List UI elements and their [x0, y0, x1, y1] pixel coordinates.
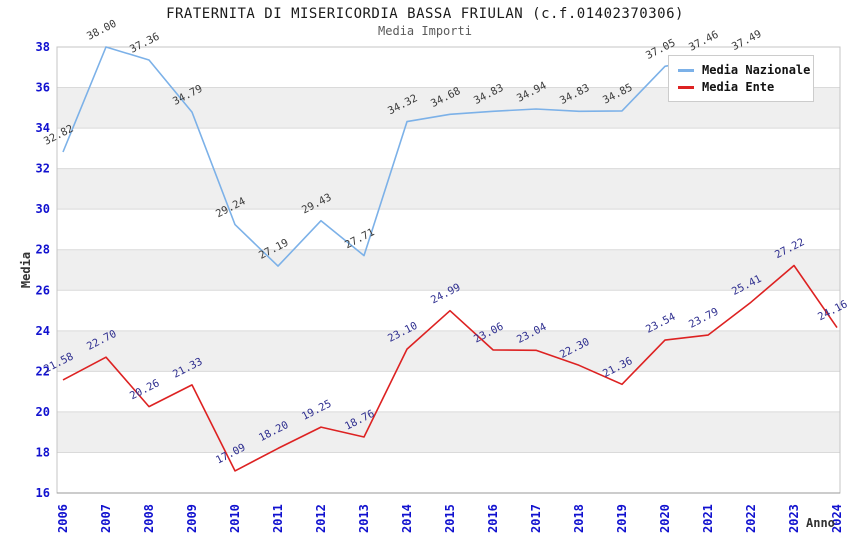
svg-text:23.79: 23.79: [687, 306, 721, 331]
svg-text:2012: 2012: [314, 504, 328, 533]
svg-text:37.36: 37.36: [128, 31, 162, 56]
legend-label: Media Ente: [702, 80, 775, 94]
svg-text:38: 38: [36, 40, 50, 54]
svg-text:2010: 2010: [228, 504, 242, 533]
svg-text:2013: 2013: [357, 504, 371, 533]
svg-text:2024: 2024: [830, 504, 844, 533]
svg-text:30: 30: [36, 202, 50, 216]
svg-text:2006: 2006: [56, 504, 70, 533]
legend-item-media-nazionale: Media Nazionale: [678, 63, 810, 77]
svg-text:2015: 2015: [443, 504, 457, 533]
svg-text:24.16: 24.16: [816, 298, 850, 323]
svg-text:2016: 2016: [486, 504, 500, 533]
svg-text:2007: 2007: [99, 504, 113, 533]
svg-text:36: 36: [36, 81, 50, 95]
legend-label: Media Nazionale: [702, 63, 811, 77]
svg-text:2011: 2011: [271, 504, 285, 533]
svg-text:22: 22: [36, 364, 50, 378]
svg-text:38.00: 38.00: [85, 18, 119, 43]
svg-text:27.71: 27.71: [343, 226, 377, 251]
svg-text:20.26: 20.26: [128, 377, 162, 402]
svg-text:37.46: 37.46: [687, 29, 721, 54]
svg-text:28: 28: [36, 243, 50, 257]
svg-text:2022: 2022: [744, 504, 758, 533]
svg-text:2021: 2021: [701, 504, 715, 533]
svg-text:16: 16: [36, 486, 50, 500]
svg-text:2017: 2017: [529, 504, 543, 533]
svg-text:Anno: Anno: [806, 516, 835, 530]
chart-title: FRATERNITA DI MISERICORDIA BASSA FRIULAN…: [166, 6, 684, 22]
media-nazionale-line-swatch: [678, 68, 694, 72]
svg-text:2018: 2018: [572, 504, 586, 533]
chart-subtitle: Media Importi: [378, 24, 472, 38]
media-ente-line-swatch: [678, 85, 694, 89]
legend-item-media-ente: Media Ente: [678, 80, 804, 94]
svg-text:2023: 2023: [787, 504, 801, 533]
svg-text:2014: 2014: [400, 504, 414, 533]
svg-text:37.49: 37.49: [730, 28, 764, 53]
svg-text:2009: 2009: [185, 504, 199, 533]
chart-legend: Media Nazionale Media Ente: [668, 55, 814, 102]
svg-text:Media: Media: [19, 252, 33, 288]
svg-text:34: 34: [36, 121, 50, 135]
svg-text:32: 32: [36, 162, 50, 176]
svg-text:2020: 2020: [658, 504, 672, 533]
svg-text:18: 18: [36, 445, 50, 459]
svg-text:2019: 2019: [615, 504, 629, 533]
svg-text:26: 26: [36, 283, 50, 297]
svg-text:24: 24: [36, 324, 50, 338]
svg-text:2008: 2008: [142, 504, 156, 533]
svg-text:20: 20: [36, 405, 50, 419]
